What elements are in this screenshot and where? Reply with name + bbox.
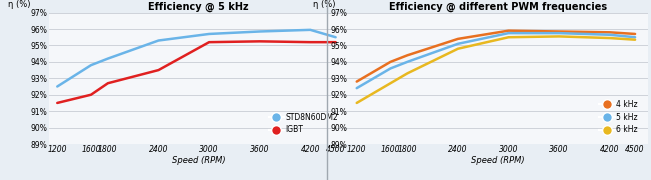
X-axis label: Speed (RPM): Speed (RPM)	[172, 156, 225, 165]
Legend: STD8N60DM2, IGBT: STD8N60DM2, IGBT	[266, 110, 342, 138]
Legend: 4 kHz, 5 kHz, 6 kHz: 4 kHz, 5 kHz, 6 kHz	[596, 97, 641, 138]
Y-axis label: η (%): η (%)	[313, 0, 335, 9]
Y-axis label: η (%): η (%)	[8, 0, 30, 9]
Title: Efficiency @ different PWM frequencies: Efficiency @ different PWM frequencies	[389, 2, 607, 12]
Title: Efficiency @ 5 kHz: Efficiency @ 5 kHz	[148, 2, 249, 12]
X-axis label: Speed (RPM): Speed (RPM)	[471, 156, 525, 165]
